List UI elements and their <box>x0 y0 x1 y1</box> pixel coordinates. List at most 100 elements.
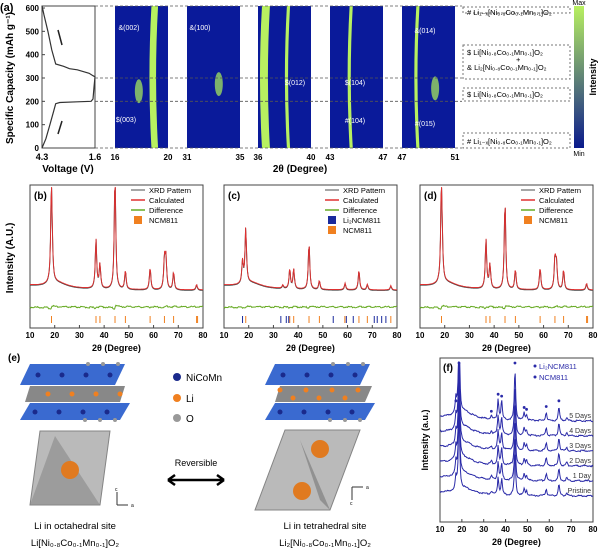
a-ytick-label: 0 <box>35 144 40 153</box>
heatmap-xtick: 31 <box>183 153 192 162</box>
legend-nicomn: NiCoMn <box>186 373 222 384</box>
o-atom <box>98 418 102 422</box>
peak-annotation: &(100) <box>189 25 210 32</box>
legend-entry: Calculated <box>343 196 378 205</box>
a-xtick-left: 4.3 <box>36 152 49 162</box>
lithium-layer <box>275 386 372 402</box>
left-caption: Li in octahedral site <box>34 521 116 532</box>
xlabel: 2θ (Degree) <box>92 343 141 353</box>
xtick-label: 50 <box>523 525 532 534</box>
nicomn-atom <box>280 372 286 378</box>
legend-entry: XRD Pattern <box>149 186 191 195</box>
axis-c-left: c <box>115 487 118 493</box>
nicomn-atom <box>80 409 86 415</box>
xtick-label: 10 <box>416 331 425 340</box>
axis-c-right: c <box>350 501 353 507</box>
plot-frame-d <box>419 184 594 329</box>
li-atom <box>355 387 361 393</box>
legend-entry: Difference <box>539 206 573 215</box>
discharge-arrow-icon <box>57 120 63 135</box>
panel-b: (b) 10 20 30 40 50 60 70 80 2θ (Degree) XRD Patter… <box>26 184 208 353</box>
left-structure-layers <box>20 364 130 420</box>
legend-entry: XRD Pattern <box>343 186 385 195</box>
calculated-line <box>30 186 203 291</box>
nicomn-atom <box>352 372 358 378</box>
peak-marker <box>489 409 493 413</box>
colorbar <box>574 6 584 148</box>
a-ytick-label: 600 <box>26 4 40 13</box>
transition-metal-slab <box>265 364 370 385</box>
xtick-label: 70 <box>567 525 576 534</box>
nicomn-atom <box>301 409 307 415</box>
calculated-line <box>419 186 593 291</box>
colorbar-max: Max <box>572 0 586 7</box>
series-label: Pristine <box>568 488 591 495</box>
calculated-line <box>224 227 397 291</box>
series-line-5-days <box>439 361 593 423</box>
li-atom <box>329 387 335 393</box>
xtick-label: 80 <box>393 331 402 340</box>
xtick-label: 20 <box>244 331 253 340</box>
series-line-2-days <box>439 373 594 468</box>
heatmap-xtick: 51 <box>451 153 460 162</box>
xtick-label: 10 <box>436 525 445 534</box>
a-ytick-label: 200 <box>26 97 40 106</box>
o-atom <box>361 362 365 366</box>
series-line-pristine <box>439 409 594 498</box>
heatmap-window <box>402 6 455 148</box>
heatmap-xtick: 43 <box>326 153 335 162</box>
li-atom <box>277 387 283 393</box>
series-label: 3 Days <box>569 443 591 450</box>
legend-e: NiCoMn Li O <box>173 373 222 425</box>
xtick-label: 80 <box>199 331 208 340</box>
nicomn-atom <box>328 372 334 378</box>
panel-label-b: (b) <box>34 191 47 202</box>
nicomn-atom <box>56 409 62 415</box>
legend-entry: Difference <box>343 206 377 215</box>
plot-frame-b <box>29 184 204 329</box>
peak-annotation: $(003) <box>116 117 136 124</box>
phase-label-box <box>462 6 571 14</box>
nicomn-atom <box>83 372 89 378</box>
diffraction-band <box>259 6 270 148</box>
o-atom <box>343 418 347 422</box>
peak-marker <box>513 361 517 365</box>
xtick-label: 10 <box>26 331 35 340</box>
nicomn-atom <box>32 409 38 415</box>
xtick-label: 70 <box>368 331 377 340</box>
panel-e: (e) NiCoMn Li O Reversible c <box>8 353 375 549</box>
xlabel: 2θ (Degree) <box>286 343 335 353</box>
legend-marker <box>533 364 537 368</box>
heatmap-window <box>187 6 240 148</box>
difference-line <box>223 305 398 309</box>
nicomn-atom <box>277 409 283 415</box>
legend-entry: NCM811 <box>539 216 568 225</box>
legend-entry: Calculated <box>149 196 184 205</box>
nicomn-atom <box>59 372 65 378</box>
peak-annotation: &(014) <box>414 28 435 35</box>
li-atom-octahedral <box>61 461 79 479</box>
double-arrow-icon <box>167 473 225 487</box>
legend-swatch <box>328 226 336 234</box>
li-atom <box>303 387 309 393</box>
peak-marker <box>500 394 504 398</box>
nicomn-atom <box>304 372 310 378</box>
phase-label: & Li₂[Ni₀.₈Co₀.₁Mn₀.₁]O₂ <box>467 63 547 72</box>
nicomn-atom <box>107 372 113 378</box>
colorbar-min: Min <box>573 151 584 158</box>
plot-frame-f <box>439 357 594 523</box>
legend-entry: Calculated <box>539 196 574 205</box>
phase-label: # Li₁₋ₓ[Ni₀.₈Co₀.₁Mn₀.₁]O₂ <box>467 137 552 146</box>
diffraction-band <box>414 6 420 148</box>
peak-marker <box>496 392 500 396</box>
a-xtick-right: 1.6 <box>89 152 102 162</box>
b-ylabel: Intensity (A.U.) <box>5 223 16 294</box>
right-structure-layers <box>265 364 375 420</box>
peak-annotation: &(002) <box>118 25 139 32</box>
a-ytick-label: 100 <box>26 121 40 130</box>
li-atom-tetrahedral <box>311 440 329 458</box>
o-atom <box>331 362 335 366</box>
legend-entry: NCM811 <box>149 216 178 225</box>
panel-a: (a) Specific Capacity (mAh g⁻¹) 0 100 200 3… <box>0 0 598 175</box>
legend-swatch <box>134 216 142 224</box>
